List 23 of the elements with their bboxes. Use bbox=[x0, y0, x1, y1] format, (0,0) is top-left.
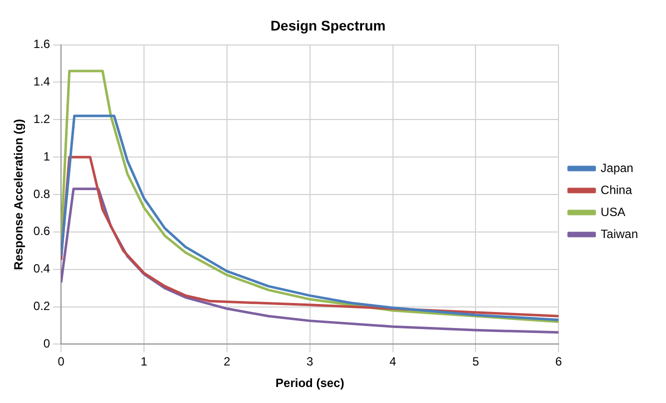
legend-label: Taiwan bbox=[600, 226, 638, 241]
y-tick-label: 1.2 bbox=[33, 112, 50, 126]
x-tick-label: 1 bbox=[140, 354, 148, 369]
x-tick-label: 4 bbox=[389, 354, 396, 369]
y-tick-label: 0.4 bbox=[33, 262, 50, 276]
y-tick-label: 1.6 bbox=[33, 37, 50, 52]
y-tick-label: 0.8 bbox=[33, 186, 50, 201]
chart-title: Design Spectrum bbox=[270, 17, 386, 34]
legend-label: USA bbox=[600, 204, 626, 219]
x-tick-label: 2 bbox=[224, 354, 231, 369]
x-tick-label: 5 bbox=[472, 354, 480, 369]
x-axis-title: Period (sec) bbox=[276, 376, 344, 390]
y-axis-title: Response Acceleration (g) bbox=[12, 119, 26, 270]
y-tick-label: 0 bbox=[43, 336, 50, 351]
x-tick-label: 6 bbox=[555, 354, 562, 369]
y-tick-label: 1.4 bbox=[33, 74, 50, 89]
y-tick-label: 0.6 bbox=[33, 224, 50, 238]
x-tick-label: 3 bbox=[306, 354, 314, 369]
y-tick-label: 0.2 bbox=[33, 299, 50, 314]
x-tick-label: 0 bbox=[58, 354, 65, 369]
legend-label: Japan bbox=[600, 160, 634, 175]
y-tick-label: 1 bbox=[43, 149, 50, 164]
legend-label: China bbox=[600, 182, 632, 197]
